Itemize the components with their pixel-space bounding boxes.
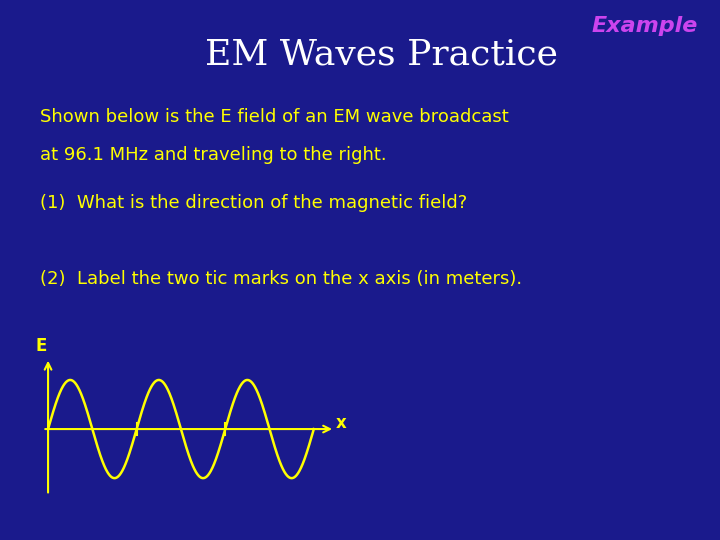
Text: EM Waves Practice: EM Waves Practice (205, 38, 558, 72)
Text: (1)  What is the direction of the magnetic field?: (1) What is the direction of the magneti… (40, 194, 467, 212)
Text: E: E (36, 338, 48, 355)
Text: x: x (336, 414, 346, 432)
Text: (2)  Label the two tic marks on the x axis (in meters).: (2) Label the two tic marks on the x axi… (40, 270, 522, 288)
Text: at 96.1 MHz and traveling to the right.: at 96.1 MHz and traveling to the right. (40, 146, 386, 164)
Text: Example: Example (592, 16, 698, 36)
Text: Shown below is the E field of an EM wave broadcast: Shown below is the E field of an EM wave… (40, 108, 508, 126)
